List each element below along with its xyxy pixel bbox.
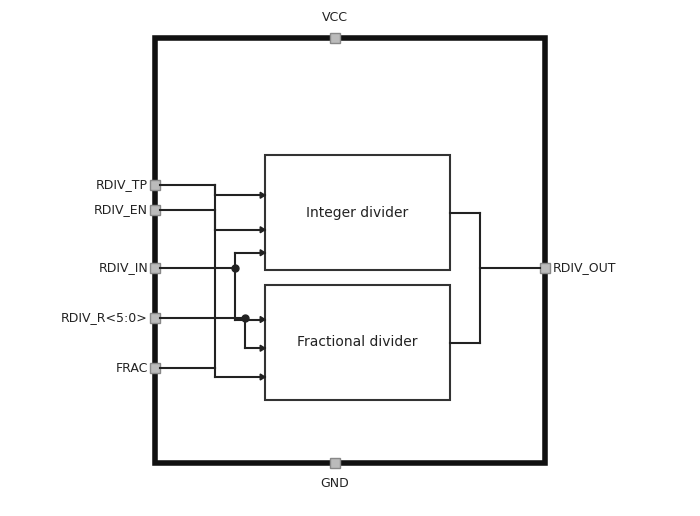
Bar [150, 313, 160, 323]
Polygon shape [260, 374, 265, 380]
Bar [330, 458, 340, 468]
Text: Integer divider: Integer divider [307, 205, 409, 219]
Text: RDIV_R<5:0>: RDIV_R<5:0> [62, 312, 148, 325]
Text: RDIV_IN: RDIV_IN [98, 262, 148, 275]
Text: RDIV_TP: RDIV_TP [96, 179, 148, 191]
Polygon shape [260, 345, 265, 351]
Bar [150, 263, 160, 273]
Bar [330, 33, 340, 43]
Bar [150, 363, 160, 373]
Text: RDIV_EN: RDIV_EN [94, 203, 148, 217]
Polygon shape [260, 250, 265, 256]
Text: RDIV_OUT: RDIV_OUT [553, 262, 617, 275]
Text: Fractional divider: Fractional divider [298, 335, 418, 349]
Text: GND: GND [321, 477, 349, 490]
Polygon shape [260, 192, 265, 198]
Polygon shape [260, 227, 265, 233]
Bar [150, 205, 160, 215]
Bar [265, 285, 450, 400]
Bar [155, 38, 545, 463]
Text: VCC: VCC [322, 11, 348, 24]
Bar [150, 180, 160, 190]
Text: FRAC: FRAC [116, 362, 148, 375]
Bar [540, 263, 550, 273]
Polygon shape [260, 316, 265, 322]
Bar [265, 155, 450, 270]
